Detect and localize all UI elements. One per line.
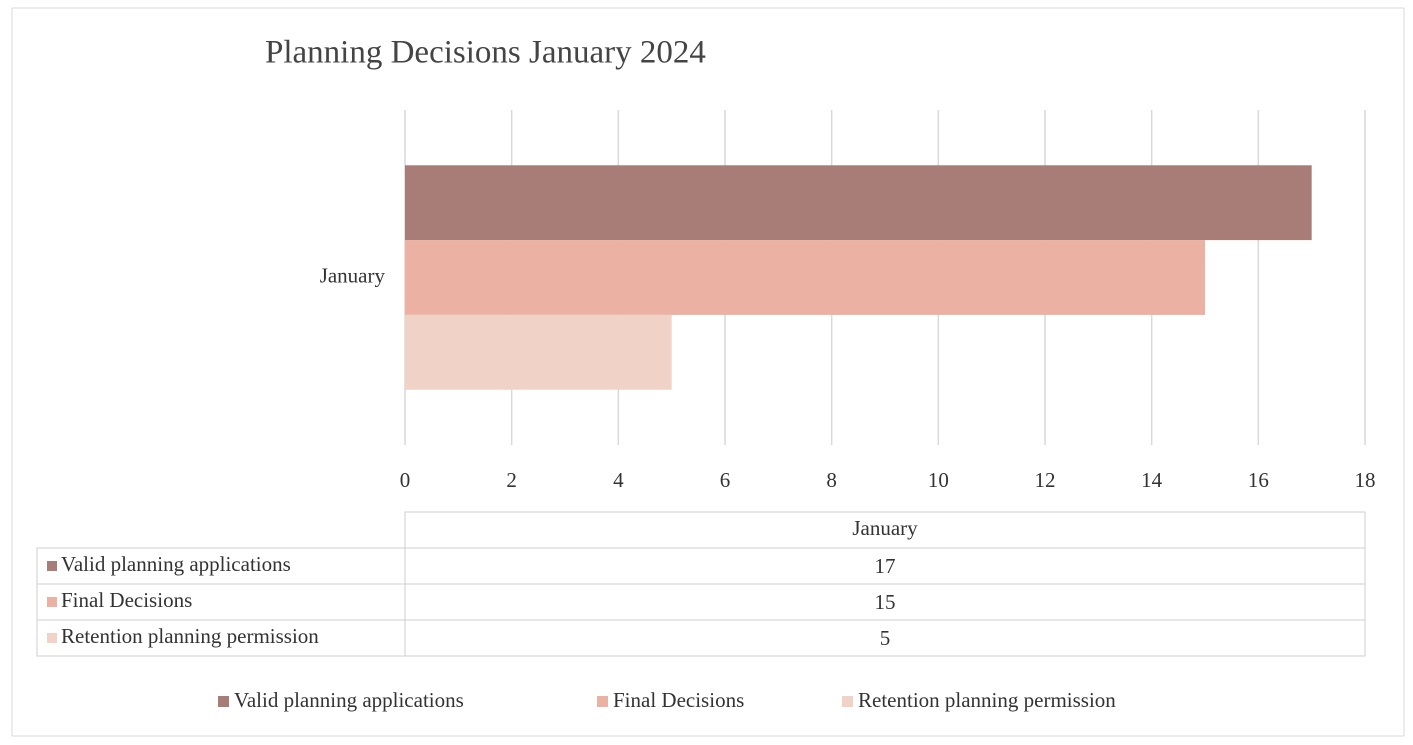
x-tick-label: 12 xyxy=(1035,468,1056,492)
table-legend-key xyxy=(47,633,57,643)
x-tick-label: 18 xyxy=(1355,468,1376,492)
x-tick-label: 8 xyxy=(826,468,837,492)
table-header: January xyxy=(852,516,918,540)
table-legend-key xyxy=(47,561,57,571)
y-tick-label: January xyxy=(320,263,386,287)
table-row-label: Valid planning applications xyxy=(61,552,291,576)
legend-swatch xyxy=(218,696,229,707)
bar xyxy=(405,165,1312,241)
table-legend-key xyxy=(47,597,57,607)
table-value: 5 xyxy=(880,626,891,650)
x-tick-label: 0 xyxy=(400,468,411,492)
table-value: 15 xyxy=(875,590,896,614)
x-tick-label: 16 xyxy=(1248,468,1269,492)
legend-label: Valid planning applications xyxy=(234,688,464,712)
table-row-label: Retention planning permission xyxy=(61,624,319,648)
x-tick-label: 10 xyxy=(928,468,949,492)
table-row xyxy=(36,619,1366,657)
legend-label: Retention planning permission xyxy=(858,688,1116,712)
table-row-label: Final Decisions xyxy=(61,588,192,612)
legend-label: Final Decisions xyxy=(613,688,744,712)
x-tick-label: 2 xyxy=(506,468,517,492)
chart-title: Planning Decisions January 2024 xyxy=(265,35,706,71)
chart-frame xyxy=(11,7,1405,737)
table-value: 17 xyxy=(875,554,896,578)
legend-swatch xyxy=(597,696,608,707)
x-tick-label: 4 xyxy=(613,468,624,492)
bar xyxy=(405,314,672,390)
x-tick-label: 14 xyxy=(1141,468,1163,492)
x-tick-label: 6 xyxy=(720,468,731,492)
bar xyxy=(405,240,1205,315)
legend-swatch xyxy=(842,696,853,707)
